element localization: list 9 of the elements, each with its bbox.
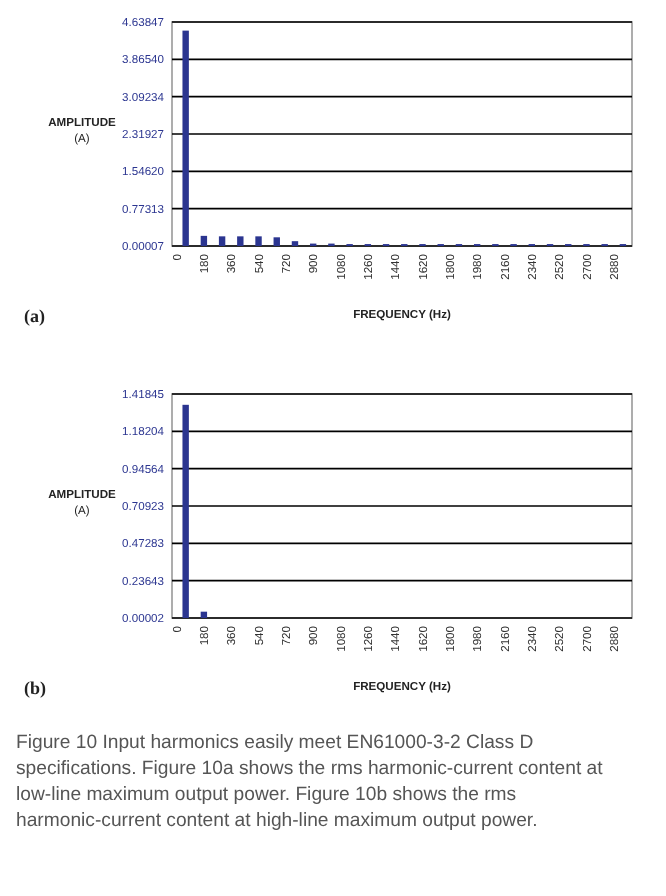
caption: Figure 10 Input harmonics easily meet EN61000-3-2 Class D specifications. Figure 10a shows the rms harmonic-current content at low-line maximum output power. Figure 10b shows the rms harmonic-current content at high-line maximum output power.	[16, 732, 604, 832]
bar	[237, 236, 244, 246]
bar	[182, 30, 189, 246]
text: (b)	[24, 678, 46, 698]
bar	[273, 237, 280, 246]
bar	[255, 236, 262, 246]
bar	[218, 236, 226, 246]
bar	[200, 235, 208, 246]
text: (a)	[24, 306, 45, 326]
